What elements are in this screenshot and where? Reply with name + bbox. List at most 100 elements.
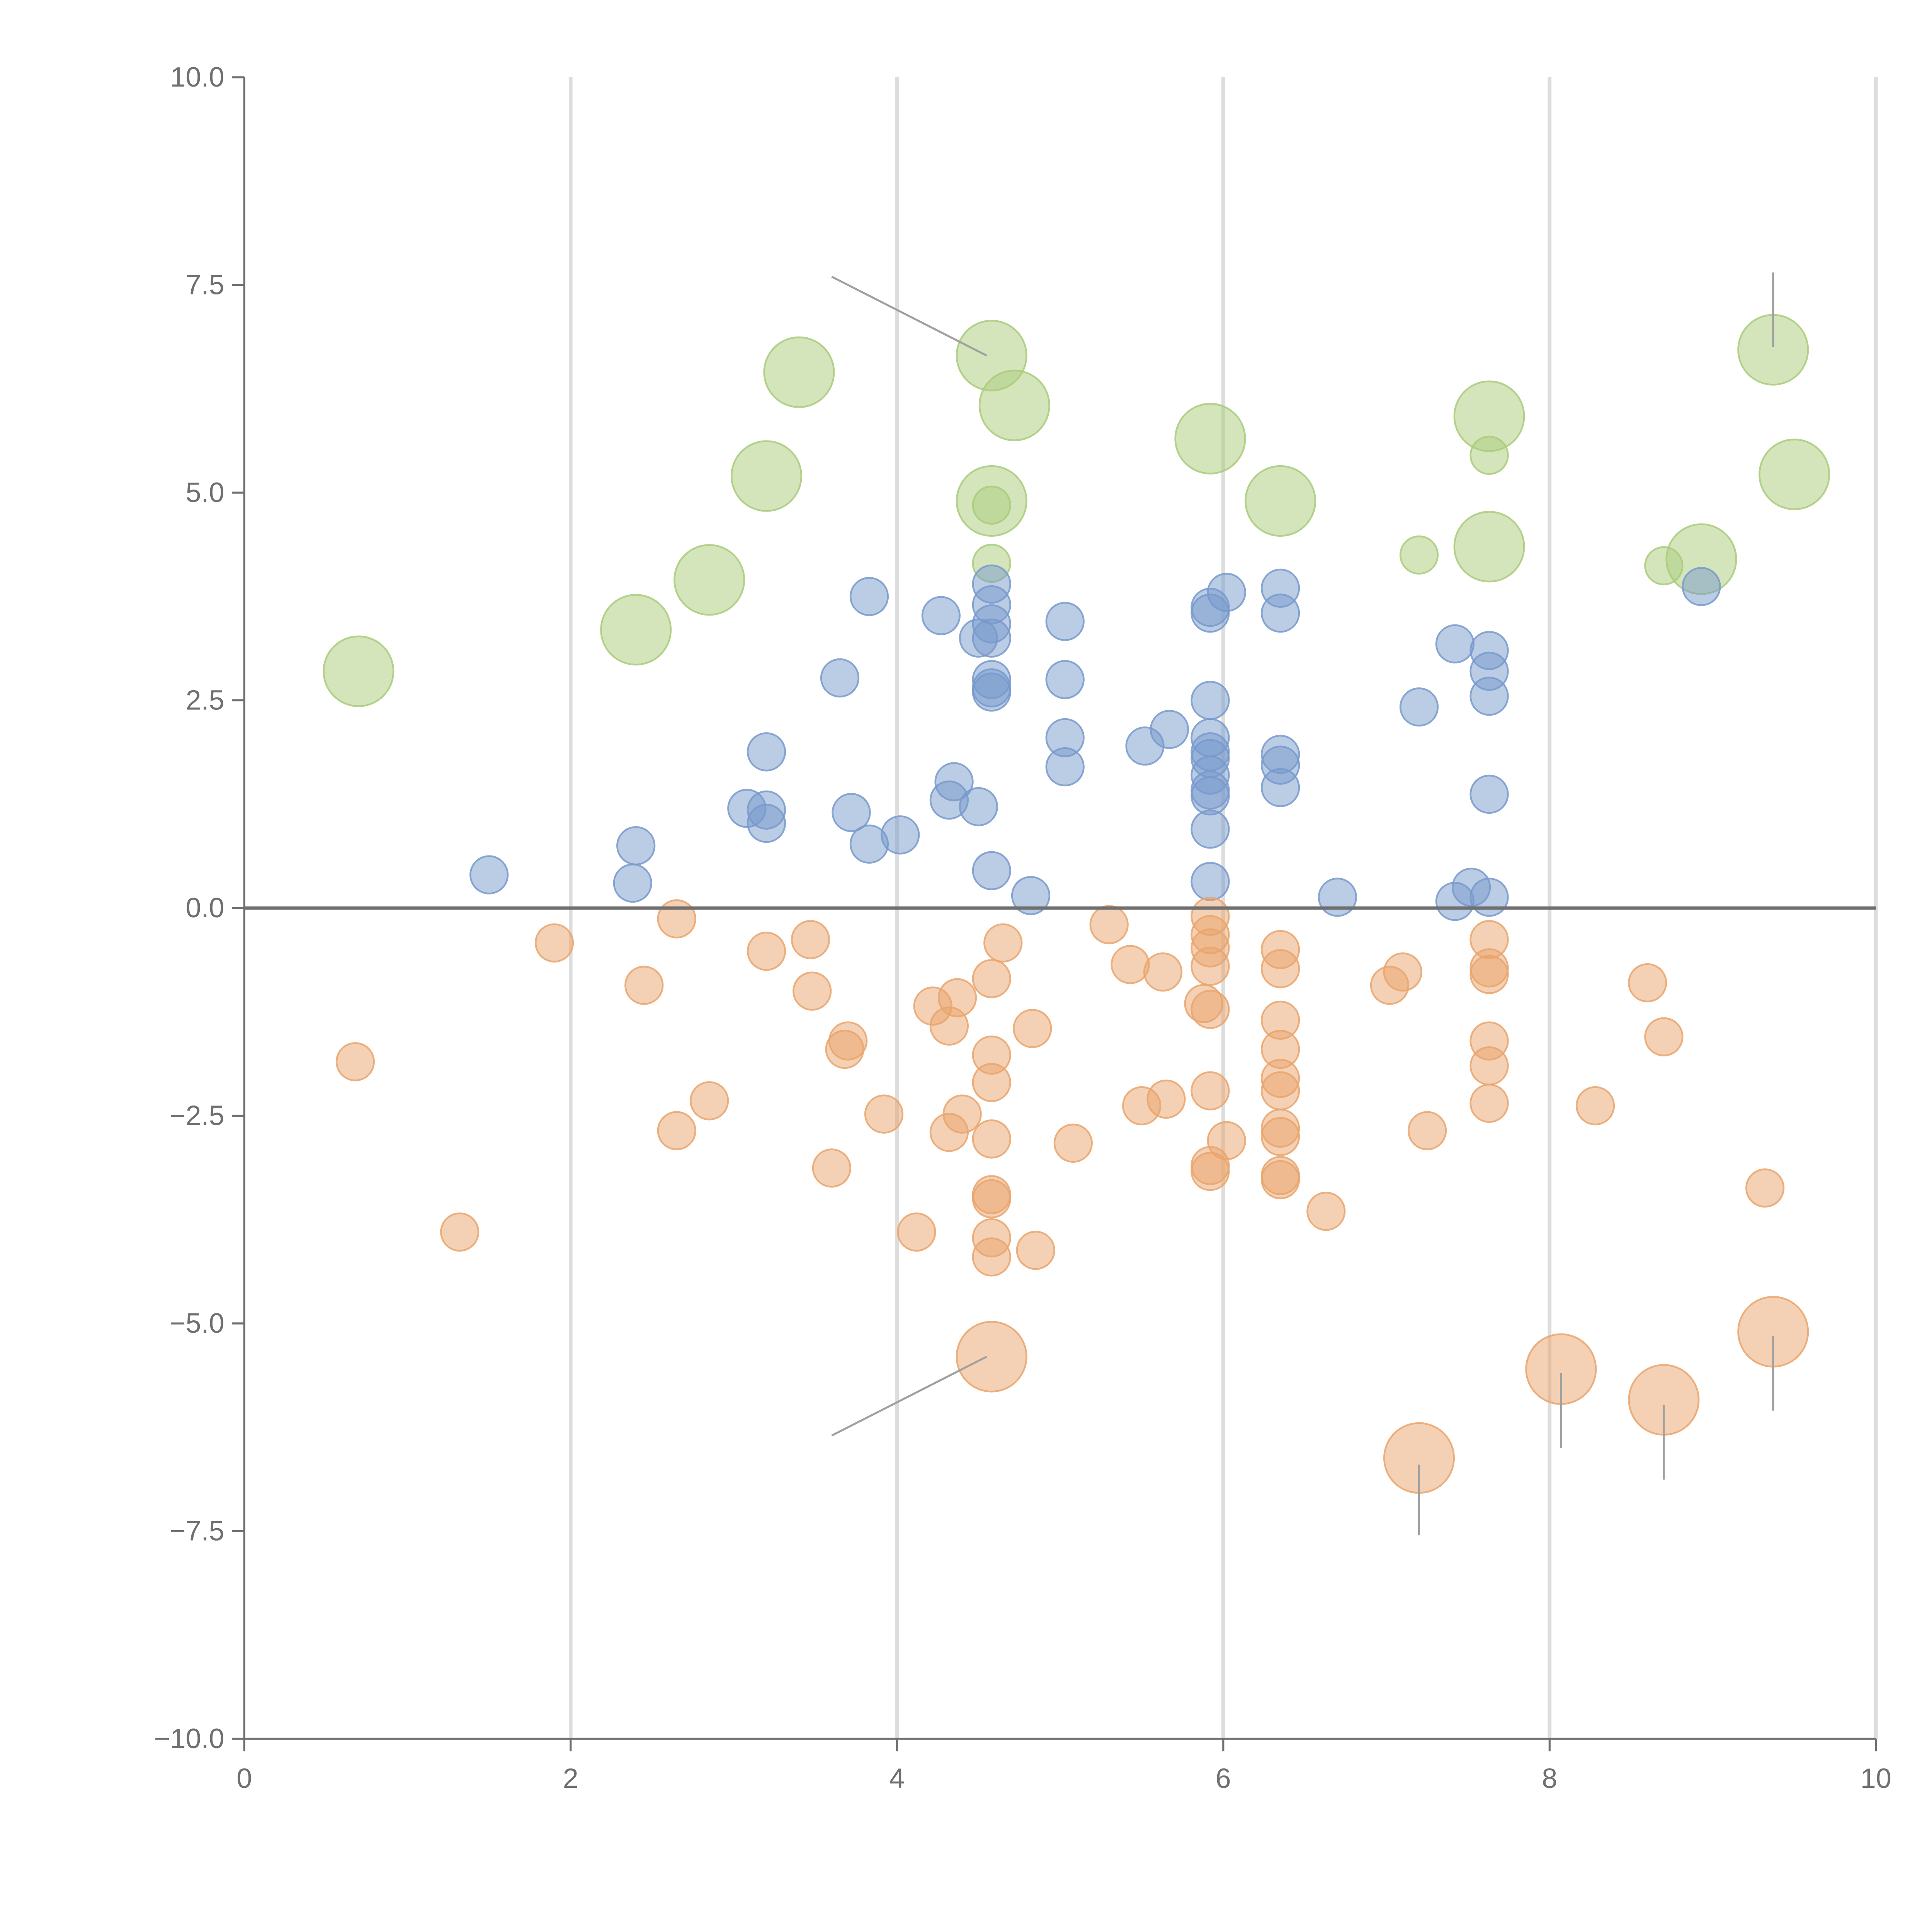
data-point-blue [1260, 594, 1300, 633]
data-point-blue [972, 672, 1011, 712]
data-point-blue [1190, 810, 1230, 849]
data-point-orange [972, 1063, 1011, 1102]
data-point-orange [1260, 1117, 1300, 1156]
x-tick-label: 2 [563, 1763, 578, 1794]
data-point-blue [1045, 602, 1085, 641]
data-point-green [972, 485, 1011, 525]
data-point-orange [1111, 945, 1150, 984]
data-point-blue [921, 596, 961, 635]
data-point-orange [1089, 905, 1129, 944]
data-point-blue [959, 787, 998, 827]
data-point-green [1245, 465, 1316, 537]
data-point-orange [793, 971, 832, 1011]
data-point-orange [897, 1212, 936, 1252]
data-point-orange [1190, 1071, 1230, 1111]
data-point-green [730, 440, 803, 512]
data-point-orange [1628, 963, 1667, 1003]
data-point-orange [1016, 1231, 1055, 1270]
y-tick-label: −5.0 [170, 1308, 224, 1339]
y-tick-label: 2.5 [186, 685, 224, 716]
data-point-blue [934, 762, 974, 801]
data-point-blue [1150, 710, 1189, 749]
data-point-blue [747, 804, 786, 843]
series-blue [469, 564, 1721, 921]
data-point-orange [828, 1021, 868, 1061]
data-point-blue [1318, 878, 1357, 917]
data-point-blue [820, 658, 860, 698]
data-point-blue [613, 863, 652, 903]
data-point-orange [1260, 949, 1300, 988]
data-point-orange [534, 923, 574, 963]
data-point-orange [1260, 1160, 1300, 1199]
data-point-blue [1682, 567, 1721, 606]
data-point-blue [972, 851, 1011, 890]
data-point-orange [657, 899, 696, 939]
leader-lines [831, 272, 1774, 1536]
leader-line-0 [831, 276, 987, 357]
data-point-orange [440, 1212, 480, 1252]
data-point-orange [972, 1179, 1011, 1219]
data-point-orange [747, 932, 786, 971]
data-point-orange [972, 1237, 1011, 1277]
data-point-orange [335, 1042, 375, 1082]
data-point-green [763, 336, 835, 408]
data-point-orange [1143, 952, 1183, 992]
data-point-orange [942, 1094, 982, 1134]
data-point-green [600, 594, 672, 666]
data-point-orange [956, 1321, 1027, 1393]
data-point-blue [747, 732, 786, 772]
data-point-green [1469, 435, 1509, 475]
data-point-orange [1260, 1071, 1300, 1111]
data-point-blue [1190, 862, 1230, 901]
data-point-blue [1190, 776, 1230, 816]
data-point-blue [849, 577, 889, 616]
data-point-green [673, 544, 745, 616]
data-point-blue [1011, 876, 1051, 915]
x-tick-label: 4 [889, 1763, 905, 1794]
y-tick-label: −2.5 [170, 1100, 224, 1131]
data-point-orange [1469, 1083, 1509, 1123]
data-point-orange [1575, 1086, 1615, 1126]
data-point-orange [812, 1148, 852, 1188]
data-point-blue [1469, 677, 1509, 716]
x-tick-label: 8 [1542, 1763, 1557, 1794]
data-point-orange [690, 1081, 729, 1121]
data-point-orange [1306, 1192, 1346, 1231]
data-point-orange [1190, 990, 1230, 1029]
data-point-blue [1469, 774, 1509, 814]
x-tick-label: 10 [1861, 1763, 1891, 1794]
y-tick-label: 5.0 [186, 477, 224, 508]
data-point-orange [937, 978, 977, 1017]
axes: 10.0 7.5 5.0 2.5 0.0 −2.5 −5.0 −7.5 −10.0 0 2 4 6 8 10 [154, 62, 1891, 1794]
data-point-blue [1207, 573, 1246, 612]
data-point-blue [1399, 687, 1439, 727]
data-point-green [1399, 535, 1439, 575]
data-point-blue [1469, 878, 1509, 917]
data-point-blue [1045, 747, 1085, 787]
data-point-orange [983, 923, 1023, 963]
data-point-orange [1469, 1046, 1509, 1086]
data-point-orange [972, 959, 1011, 998]
y-tick-label: −7.5 [170, 1516, 224, 1547]
data-point-blue [881, 815, 920, 855]
data-point-orange [1644, 1017, 1684, 1056]
data-point-orange [1013, 1009, 1052, 1048]
data-point-green [1759, 439, 1830, 510]
data-point-orange [1190, 1151, 1230, 1191]
data-point-orange [1207, 1121, 1246, 1160]
leader-line-1 [831, 1355, 987, 1437]
data-point-orange [1053, 1123, 1093, 1163]
data-point-orange [1745, 1168, 1785, 1208]
y-tick-label: 10.0 [170, 62, 224, 93]
data-point-orange [864, 1094, 904, 1134]
data-point-green [1174, 403, 1246, 474]
data-point-orange [1383, 952, 1422, 992]
data-point-green [978, 369, 1050, 441]
data-point-blue [1435, 624, 1475, 663]
y-tick-label: −10.0 [154, 1723, 224, 1754]
data-point-orange [1190, 946, 1230, 986]
data-point-blue [616, 826, 656, 866]
data-point-blue [1260, 768, 1300, 807]
